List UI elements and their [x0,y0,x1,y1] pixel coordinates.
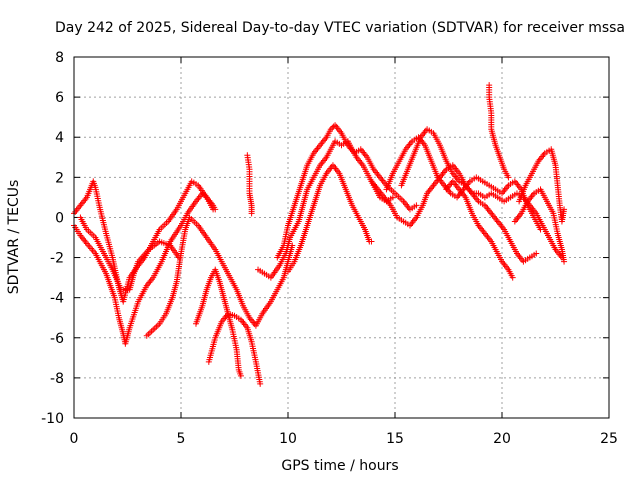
plus-marker [327,126,334,133]
plus-marker [237,372,244,379]
y-tick-label: -8 [50,371,64,387]
series-track-f [205,310,264,387]
y-tick-label: -6 [50,331,64,347]
series-track-p [516,146,568,225]
plus-marker [248,210,255,217]
series-track-q [511,186,568,265]
series-track-n [443,178,516,281]
x-tick-label: 10 [279,431,297,447]
x-tick-label: 25 [600,431,618,447]
x-tick-label: 5 [177,431,186,447]
plus-marker [533,250,540,257]
y-tick-label: 2 [55,170,64,186]
x-tick-label: 20 [493,431,511,447]
y-tick-label: 0 [55,210,64,226]
series-track-j [285,162,375,275]
plus-marker [537,226,544,233]
y-tick-label: -10 [41,411,64,427]
y-tick-label: 8 [55,50,64,66]
x-axis-label: GPS time / hours [281,458,398,474]
y-tick-label: 4 [55,130,64,146]
plus-marker [257,380,264,387]
plus-marker [509,274,516,281]
series-track-h [255,138,396,281]
x-tick-label: 0 [70,431,79,447]
plus-marker [368,238,375,245]
plus-marker [202,193,209,200]
y-tick-label: 6 [55,90,64,106]
x-tick-label: 15 [386,431,404,447]
x-axis-ticks: 0 5 10 15 20 25 [70,57,618,447]
series-track-o [486,82,512,181]
y-tick-label: -2 [50,251,64,267]
series-track-g [244,152,255,217]
y-axis-label: SDTVAR / TECUs [6,180,22,295]
chart-title: Day 242 of 2025, Sidereal Day-to-day VTE… [55,20,625,36]
series-track-e [192,266,244,379]
plus-marker [561,258,568,265]
plus-marker [200,191,207,198]
y-tick-label: -4 [50,291,64,307]
plus-marker [329,124,336,131]
series-track-d [143,214,296,339]
plot-frame [73,56,610,419]
plus-marker [389,194,396,201]
plus-marker [199,190,206,197]
data-series [71,82,568,387]
y-axis-ticks: -10 -8 -6 -4 -2 0 2 4 6 8 [41,50,609,427]
series-track-b [71,190,217,347]
plus-marker [413,202,420,209]
plus-marker [210,206,217,213]
plus-marker [505,174,512,181]
series-track-k [368,162,540,265]
plus-marker [561,206,568,213]
